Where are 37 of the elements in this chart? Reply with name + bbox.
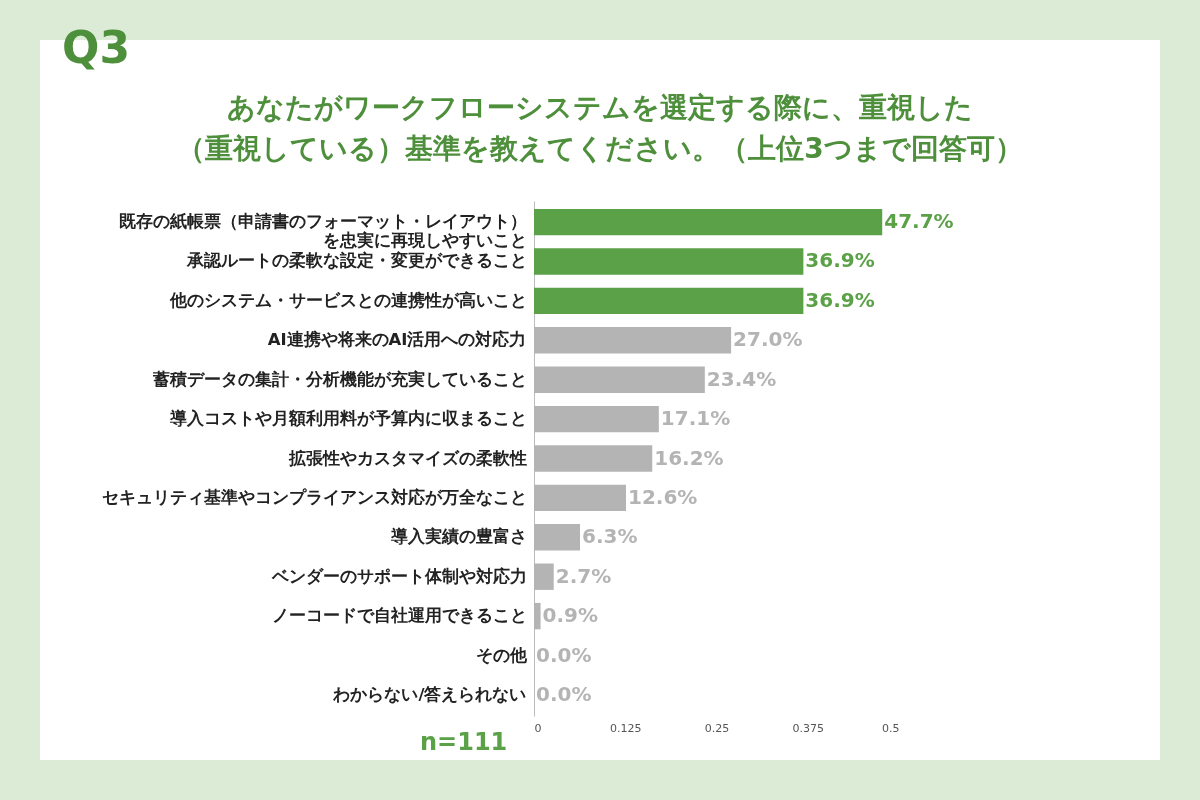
y-tick-label: 拡張性やカスタマイズの柔軟性 xyxy=(287,448,527,468)
x-tick-label: 0.125 xyxy=(610,721,642,735)
y-tick-label: 他のシステム・サービスとの連携性が高いこと xyxy=(168,290,527,310)
data-label: 27.0% xyxy=(733,327,803,352)
bar xyxy=(534,287,804,315)
data-label: 12.6% xyxy=(627,484,698,509)
data-label: 2.7% xyxy=(555,563,612,588)
text: n=111 xyxy=(420,728,508,756)
y-tick-label: わからない/答えられない xyxy=(332,684,527,704)
data-label: 23.4% xyxy=(706,366,777,391)
data-label: 6.3% xyxy=(581,524,638,549)
data-label: 0.0% xyxy=(536,642,592,667)
y-tick-label: その他 xyxy=(475,645,528,665)
bar xyxy=(534,248,804,275)
data-label: 0.0% xyxy=(536,681,592,706)
x-tick-label: 0.375 xyxy=(792,721,824,735)
y-tick-label: 導入コストや月額利用料が予算内に収まること xyxy=(168,409,527,429)
data-label: 47.7% xyxy=(884,209,954,234)
y-tick-label: 蓄積データの集計・分析機能が充実していること xyxy=(151,369,527,389)
y-tick-label: セキュリティ基準やコンプライアンス対応が万全なこと xyxy=(101,487,527,507)
x-tick-label: 0.5 xyxy=(882,721,900,735)
data-label: 17.1% xyxy=(660,406,731,431)
data-label: 0.9% xyxy=(542,603,599,628)
y-tick-label: 既存の紙帳票（申請書のフォーマット・レイアウト）を忠実に再現しやすいこと xyxy=(118,212,527,250)
data-label: 36.9% xyxy=(805,287,875,312)
x-tick-label: 0.25 xyxy=(704,721,730,735)
x-tick-label: 0 xyxy=(534,721,542,735)
y-tick-label: ベンダーのサポート体制や対応力 xyxy=(270,566,527,586)
chart-title: あなたがワークフローシステムを選定する際に、重視した（重視している）基準を教えてください。（上位3つまで回答可） xyxy=(176,90,1024,167)
y-tick-label: 導入実績の豊富さ xyxy=(389,527,527,547)
data-label: 36.9% xyxy=(805,248,875,273)
y-tick-label: 承認ルートの柔軟な設定・変更ができること xyxy=(185,251,527,271)
bar xyxy=(534,208,883,236)
text: Q3 xyxy=(62,22,131,73)
data-label: 16.2% xyxy=(654,445,724,470)
y-tick-label: ノーコードで自社運用できること xyxy=(271,606,527,626)
y-tick-label: AI連携や将来のAI活用への対応力 xyxy=(267,330,527,350)
